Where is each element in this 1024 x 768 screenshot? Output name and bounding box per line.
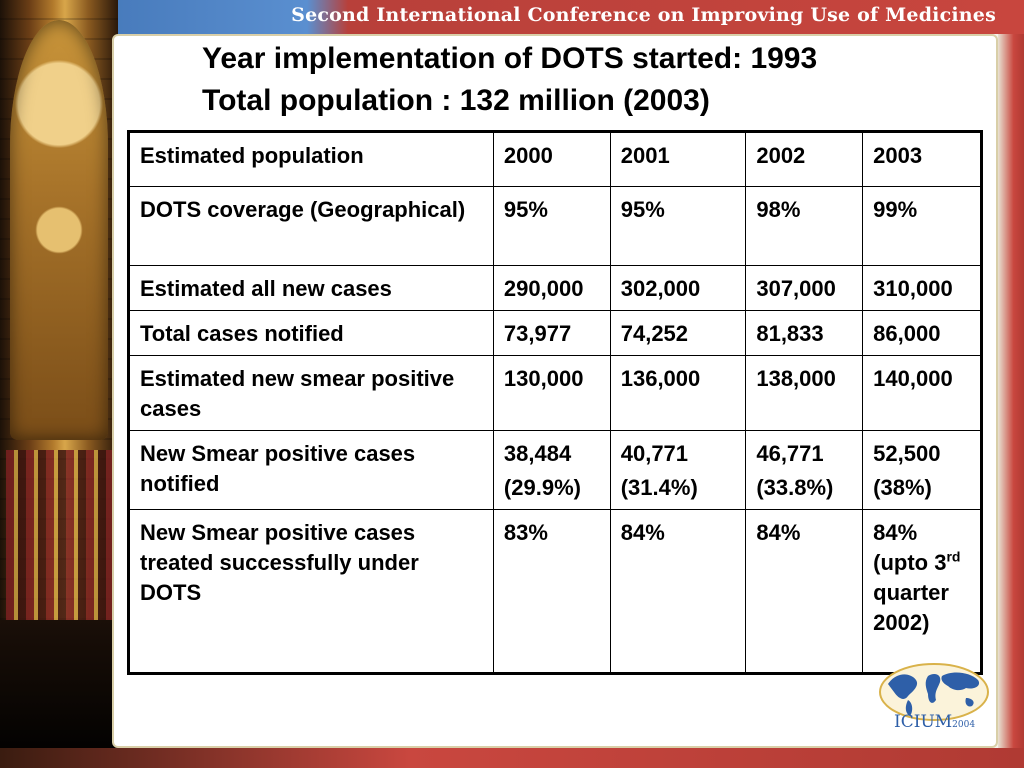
cell-value: 46,771 <box>756 441 824 466</box>
slide-title-line-1: Year implementation of DOTS started: 199… <box>202 42 818 75</box>
temple-decoration-image <box>0 0 118 768</box>
bottom-border-decoration <box>0 748 1024 768</box>
table-cell: 74,252 <box>609 310 747 356</box>
cell-value: 84% <box>873 520 918 545</box>
table-row: Estimated new smear positive cases 130,0… <box>128 355 982 431</box>
table-cell: 310,000 <box>862 265 982 311</box>
table-cell: 84% <box>745 509 864 674</box>
table-cell: 81,833 <box>745 310 864 356</box>
table-cell: 52,500 (38%) <box>862 430 982 510</box>
slide-title-line-2: Total population : 132 million (2003) <box>202 84 710 117</box>
row-label: Estimated new smear positive cases <box>128 355 494 431</box>
header-cell: 2003 <box>862 131 982 187</box>
cell-value: 40,771 <box>620 441 689 466</box>
table-row: DOTS coverage (Geographical) 95% 95% 98%… <box>128 186 982 266</box>
table-cell: 46,771 (33.8%) <box>745 430 864 510</box>
table-cell: 307,000 <box>745 265 864 311</box>
header-cell: 2002 <box>745 131 864 187</box>
table-cell: 73,977 <box>492 310 611 356</box>
cell-note: (upto 3rd quarter 2002) <box>873 548 961 635</box>
table-cell: 140,000 <box>862 355 982 431</box>
table-cell: 95% <box>609 186 747 266</box>
table-cell: 138,000 <box>745 355 864 431</box>
table-cell: 86,000 <box>862 310 982 356</box>
row-label: Total cases notified <box>128 310 494 356</box>
table-row: New Smear positive cases notified 38,484… <box>128 430 982 510</box>
row-label: Estimated all new cases <box>128 265 494 311</box>
table-cell: 84% (upto 3rd quarter 2002) <box>862 509 982 674</box>
table-cell: 38,484 (29.9%) <box>492 430 611 510</box>
cell-percentage: (31.4%) <box>620 475 698 500</box>
table-cell: 290,000 <box>492 265 611 311</box>
cell-percentage: (38%) <box>873 475 932 500</box>
cell-value: 38,484 <box>503 441 572 466</box>
table-header-row: Estimated population 2000 2001 2002 2003 <box>128 131 982 187</box>
cell-value: 52,500 <box>873 441 941 466</box>
table-cell: 40,771 (31.4%) <box>609 430 747 510</box>
dots-statistics-table: Estimated population 2000 2001 2002 2003… <box>127 130 983 675</box>
icium-logo: ICIUM2004 <box>894 712 976 732</box>
cell-percentage: (33.8%) <box>756 475 834 500</box>
table-cell: 84% <box>609 509 747 674</box>
table-cell: 302,000 <box>609 265 747 311</box>
table-cell: 98% <box>745 186 864 266</box>
table-cell: 136,000 <box>609 355 747 431</box>
table-row: New Smear positive cases treated success… <box>128 509 982 674</box>
header-cell: 2001 <box>609 131 747 187</box>
conference-banner: Second International Conference on Impro… <box>0 0 1024 34</box>
header-cell: Estimated population <box>128 131 494 187</box>
table-row: Total cases notified 73,977 74,252 81,83… <box>128 310 982 356</box>
table-cell: 99% <box>862 186 982 266</box>
table-cell: 83% <box>492 509 611 674</box>
row-label: New Smear positive cases treated success… <box>128 509 494 674</box>
right-border-decoration <box>998 34 1024 768</box>
row-label: New Smear positive cases notified <box>128 430 494 510</box>
table-cell: 95% <box>492 186 611 266</box>
table-cell: 130,000 <box>492 355 611 431</box>
header-cell: 2000 <box>492 131 611 187</box>
cell-percentage: (29.9%) <box>503 475 581 500</box>
world-map-icon <box>879 663 989 721</box>
table-row: Estimated all new cases 290,000 302,000 … <box>128 265 982 311</box>
conference-title: Second International Conference on Impro… <box>291 4 996 26</box>
row-label: DOTS coverage (Geographical) <box>128 186 494 266</box>
